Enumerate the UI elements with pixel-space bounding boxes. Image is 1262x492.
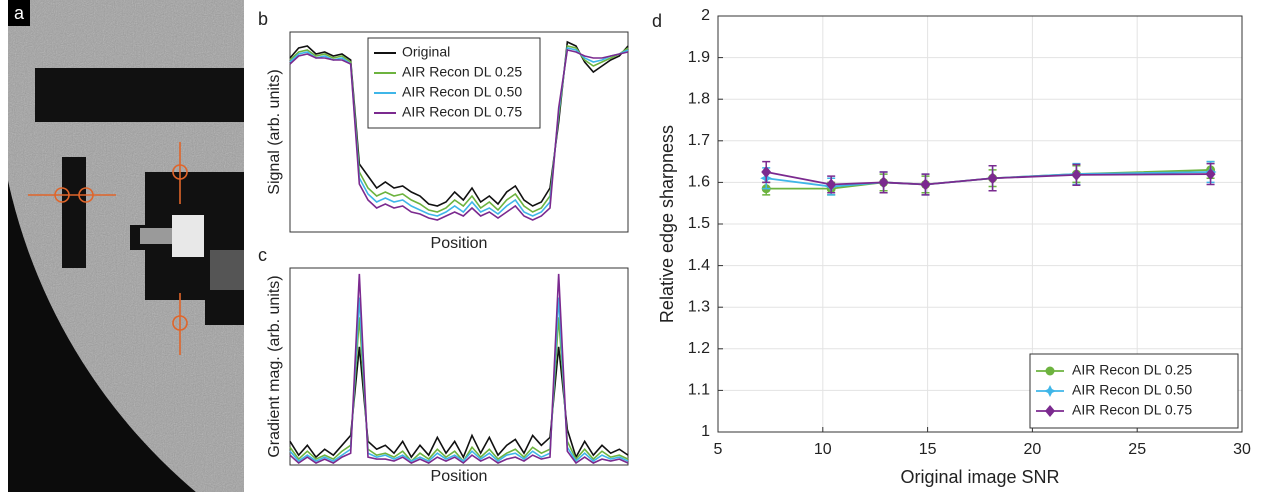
x-axis-label: Position [431,235,488,252]
panel-label: c [258,245,267,265]
y-tick-label: 1.3 [688,298,710,315]
panel-label: b [258,9,268,29]
gray-patch [210,250,244,290]
x-tick-label: 10 [814,441,832,458]
marker [1044,385,1056,397]
x-axis-label: Original image SNR [900,467,1059,487]
x-tick-label: 20 [1024,441,1042,458]
panel-label-box [8,0,30,26]
marker [826,178,837,191]
y-axis-label: Gradient mag. (arb. units) [266,275,283,457]
y-axis-label: Signal (arb. units) [266,69,283,194]
series-line [289,49,629,221]
x-tick-label: 15 [919,441,937,458]
dark-bar [35,68,244,122]
plot-frame [717,15,1243,433]
x-tick-label: 25 [1128,441,1146,458]
bright-patch [172,215,204,257]
legend-box [1029,353,1239,429]
marker [1205,168,1216,181]
series-line [289,346,629,460]
series-line [289,317,629,463]
legend-label: AIR Recon DL 0.50 [1072,382,1192,398]
y-tick-label: 2 [701,7,710,24]
gray-patch [140,228,172,244]
image-panel [8,0,244,492]
marker [1071,168,1082,181]
legend-label: AIR Recon DL 0.25 [402,64,522,80]
legend-label: AIR Recon DL 0.25 [1072,362,1192,378]
series-line [289,40,629,207]
crosshair [172,164,188,180]
x-tick-label: 5 [714,441,723,458]
y-tick-label: 1.2 [688,340,710,357]
y-tick-label: 1.1 [688,382,710,399]
y-tick-label: 1.7 [688,132,710,149]
marker [1045,366,1055,376]
series-line [289,47,629,217]
marker [920,178,931,191]
y-tick-label: 1.9 [688,49,710,66]
marker [761,166,772,178]
marker [878,176,889,189]
y-tick-label: 1.8 [688,90,710,107]
legend-box [367,37,541,129]
x-axis-label: Position [431,468,488,485]
y-tick-label: 1.6 [688,174,710,191]
y-tick-label: 1.4 [688,257,710,274]
marker [1045,405,1055,417]
plot-frame [289,267,629,466]
series-line [289,273,629,465]
legend-label: AIR Recon DL 0.75 [402,104,522,120]
series-line [289,297,629,463]
series-line [289,45,629,213]
y-tick-label: 1.5 [688,215,710,232]
y-tick-label: 1 [701,423,710,440]
legend-label: Original [402,44,450,60]
panel-label: a [14,3,25,23]
panel-label: d [652,11,662,31]
y-axis-label: Relative edge sharpness [657,125,677,323]
legend-label: AIR Recon DL 0.75 [1072,402,1192,418]
x-tick-label: 30 [1233,441,1251,458]
marker [987,172,998,185]
crosshair [172,315,188,331]
crosshair [78,187,94,203]
crosshair [54,187,70,203]
legend-label: AIR Recon DL 0.50 [402,84,522,100]
dark-bar [62,157,86,268]
